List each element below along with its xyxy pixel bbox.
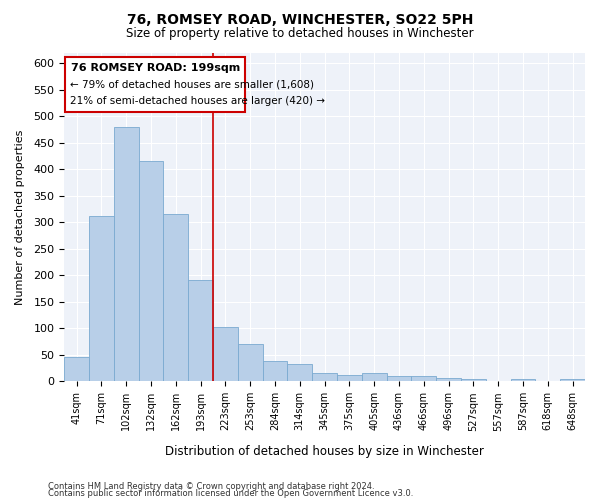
Bar <box>312 374 337 382</box>
Bar <box>238 344 263 382</box>
Bar <box>412 376 436 382</box>
Bar <box>139 161 163 382</box>
Bar <box>287 364 312 382</box>
Bar <box>511 378 535 382</box>
Bar <box>213 327 238 382</box>
Bar <box>386 376 412 382</box>
Bar <box>362 374 386 382</box>
Text: Contains HM Land Registry data © Crown copyright and database right 2024.: Contains HM Land Registry data © Crown c… <box>48 482 374 491</box>
Bar <box>114 127 139 382</box>
X-axis label: Distribution of detached houses by size in Winchester: Distribution of detached houses by size … <box>165 444 484 458</box>
Bar <box>263 361 287 382</box>
Bar <box>64 357 89 382</box>
Text: Contains public sector information licensed under the Open Government Licence v3: Contains public sector information licen… <box>48 490 413 498</box>
Text: 21% of semi-detached houses are larger (420) →: 21% of semi-detached houses are larger (… <box>70 96 325 106</box>
Text: 76, ROMSEY ROAD, WINCHESTER, SO22 5PH: 76, ROMSEY ROAD, WINCHESTER, SO22 5PH <box>127 12 473 26</box>
Bar <box>560 378 585 382</box>
Bar <box>461 378 486 382</box>
Text: Size of property relative to detached houses in Winchester: Size of property relative to detached ho… <box>126 28 474 40</box>
Bar <box>163 214 188 382</box>
Text: ← 79% of detached houses are smaller (1,608): ← 79% of detached houses are smaller (1,… <box>70 80 314 90</box>
Bar <box>89 216 114 382</box>
Bar <box>337 375 362 382</box>
Bar <box>65 56 245 112</box>
Text: 76 ROMSEY ROAD: 199sqm: 76 ROMSEY ROAD: 199sqm <box>71 64 240 74</box>
Y-axis label: Number of detached properties: Number of detached properties <box>15 130 25 304</box>
Bar <box>436 378 461 382</box>
Bar <box>188 280 213 382</box>
